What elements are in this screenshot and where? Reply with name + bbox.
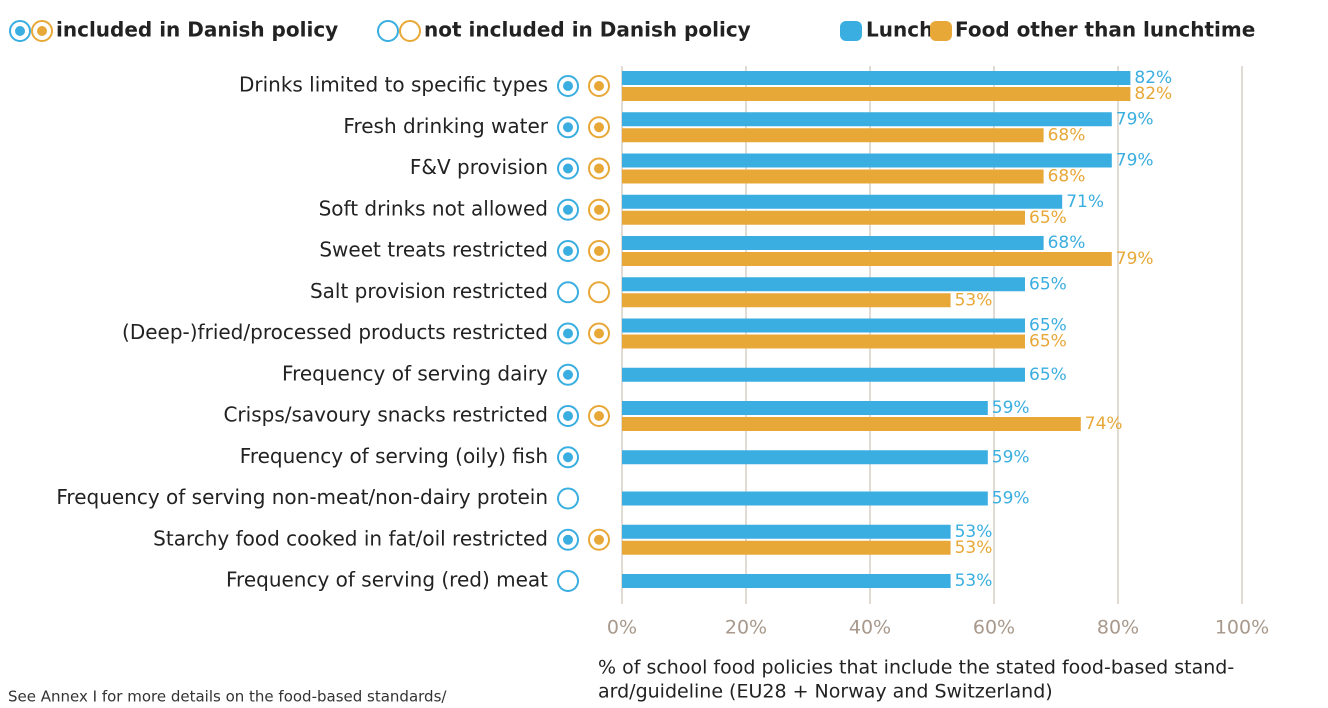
value-label: 53% <box>955 538 993 558</box>
policy-marker-dot <box>594 328 604 339</box>
policy-marker <box>557 487 579 510</box>
value-label: 68% <box>1048 125 1086 145</box>
policy-marker <box>557 281 579 304</box>
bar <box>622 401 988 415</box>
x-tick-label: 100% <box>1215 617 1269 639</box>
bar <box>622 417 1081 431</box>
policy-marker-dot <box>594 122 604 133</box>
bar <box>622 194 1063 209</box>
value-label: 82% <box>1134 84 1172 104</box>
value-label: 74% <box>1085 414 1123 434</box>
category-label: Frequency of serving non-meat/non-dairy … <box>56 485 548 509</box>
bar <box>622 153 1112 168</box>
category-label: (Deep-)fried/processed products restrict… <box>122 320 548 344</box>
category-label: Salt provision restricted <box>310 279 548 303</box>
bar <box>622 252 1112 266</box>
policy-marker-dot <box>563 534 573 545</box>
policy-marker-dot <box>563 122 573 133</box>
category-label: Starchy food cooked in fat/oil restricte… <box>153 526 548 550</box>
bar <box>622 236 1044 250</box>
policy-marker-dot <box>594 246 604 256</box>
policy-marker-dot <box>594 163 604 174</box>
value-label: 68% <box>1048 167 1086 187</box>
x-tick-label: 60% <box>973 617 1015 639</box>
bar <box>622 128 1044 143</box>
value-label: 79% <box>1116 109 1154 129</box>
policy-marker-dot <box>594 81 604 91</box>
policy-marker <box>557 570 579 592</box>
bar <box>622 367 1025 382</box>
policy-marker <box>588 281 610 304</box>
legend-other: Food other than lunchtime <box>955 18 1255 42</box>
category-label: Drinks limited to specific types <box>239 73 548 97</box>
policy-marker-dot <box>563 411 573 421</box>
bar <box>622 524 951 539</box>
bar <box>622 71 1131 85</box>
bar <box>622 210 1025 225</box>
policy-marker-dot <box>563 163 573 174</box>
x-tick-label: 0% <box>607 617 637 639</box>
value-label: 59% <box>992 398 1030 418</box>
legend-not-included: not included in Danish policy <box>424 18 751 42</box>
bar <box>622 574 951 588</box>
category-label: Soft drinks not allowed <box>319 196 548 220</box>
category-label: Frequency of serving dairy <box>282 361 548 385</box>
bar <box>622 491 988 506</box>
policy-marker-dot <box>594 204 604 215</box>
category-label: Frequency of serving (red) meat <box>226 568 548 592</box>
policy-marker-dot <box>563 369 573 380</box>
bar <box>622 334 1025 349</box>
legend-included: included in Danish policy <box>56 18 338 42</box>
value-label: 53% <box>955 571 993 591</box>
policy-marker-dot <box>563 204 573 215</box>
value-label: 65% <box>1029 208 1067 228</box>
legend-marker <box>399 20 421 42</box>
policy-marker-dot <box>594 411 604 421</box>
policy-marker-dot <box>563 328 573 339</box>
x-tick-label: 80% <box>1097 617 1139 639</box>
note: See Annex I for more details on the food… <box>8 688 447 706</box>
category-label: F&V provision <box>410 155 548 179</box>
value-label: 82% <box>1134 68 1172 88</box>
category-label: Sweet treats restricted <box>319 238 548 262</box>
bar <box>622 277 1025 292</box>
value-label: 65% <box>1029 316 1067 336</box>
value-label: 59% <box>992 489 1030 509</box>
legend-swatch <box>930 21 952 41</box>
bar <box>622 293 951 308</box>
policy-marker-dot <box>563 452 573 463</box>
bar <box>622 540 951 555</box>
legend-marker <box>377 20 399 42</box>
value-label: 68% <box>1048 233 1086 253</box>
value-label: 79% <box>1116 151 1154 171</box>
bar <box>622 318 1025 333</box>
bar <box>622 169 1044 184</box>
value-label: 53% <box>955 290 993 310</box>
value-label: 71% <box>1066 192 1104 212</box>
value-label: 65% <box>1029 332 1067 352</box>
x-tick-label: 20% <box>725 617 767 639</box>
value-label: 65% <box>1029 365 1067 385</box>
legend-swatch <box>840 21 862 41</box>
bar <box>622 87 1131 101</box>
value-label: 65% <box>1029 274 1067 294</box>
value-label: 53% <box>955 522 993 542</box>
x-axis-label: ard/guideline (EU28 + Norway and Switzer… <box>598 681 1053 703</box>
category-label: Crisps/savoury snacks restricted <box>223 403 548 427</box>
bar <box>622 450 988 465</box>
category-label: Fresh drinking water <box>343 114 548 138</box>
policy-marker-dot <box>594 534 604 545</box>
x-axis-label: % of school food policies that include t… <box>598 657 1234 679</box>
x-tick-label: 40% <box>849 617 891 639</box>
legend-marker-dot <box>15 26 25 36</box>
value-label: 59% <box>992 447 1030 467</box>
legend-lunch: Lunch <box>866 18 933 42</box>
policy-marker-dot <box>563 81 573 91</box>
policy-marker-dot <box>563 246 573 256</box>
bar <box>622 112 1112 127</box>
category-label: Frequency of serving (oily) fish <box>240 444 548 468</box>
legend-marker-dot <box>37 26 47 36</box>
value-label: 79% <box>1116 249 1154 269</box>
